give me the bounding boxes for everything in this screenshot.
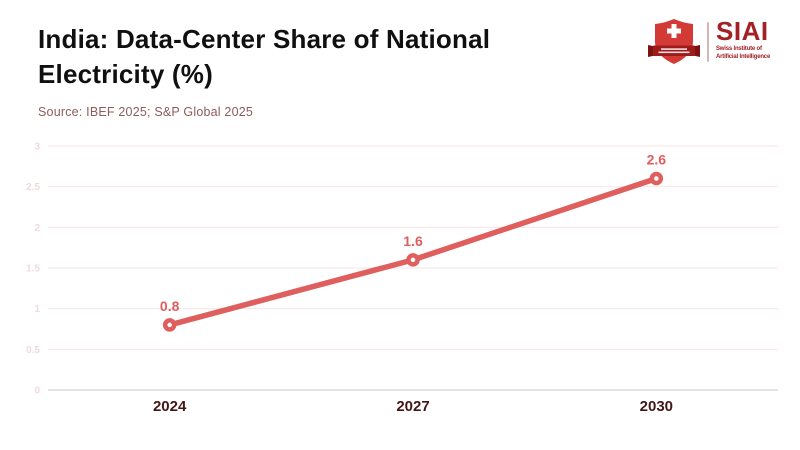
y-tick-label: 2 [34,223,40,234]
logo-subtitle-line2: Artificial Intelligence [716,53,771,60]
y-tick-label: 3 [34,142,40,153]
data-point [162,318,177,332]
line-chart: 0 0.5 1 1.5 2 2.5 3 0.8 2024 1.6 2027 2.6 2030 [26,142,778,415]
logo-wordmark: SIAI [716,16,769,46]
siai-shield-icon [648,19,700,64]
data-label: 1.6 [403,233,423,249]
data-line [166,175,660,328]
y-tick-label: 1.5 [26,264,40,275]
data-label: 0.8 [160,298,180,314]
siai-logo: SIAI Swiss Institute of Artificial Intel… [645,14,770,68]
y-tick-label: 0 [34,386,40,397]
chart-title-line1: India: Data-Center Share of National [38,24,491,54]
source-note: Source: IBEF 2025; S&P Global 2025 [38,105,254,119]
data-point [649,171,664,186]
y-tick-label: 2.5 [26,182,40,193]
chart-title: India: Data-Center Share of National Ele… [38,22,628,92]
x-tick-label: 2024 [153,398,187,415]
y-tick-label: 1 [34,304,40,315]
logo-subtitle-line1: Swiss Institute of [716,46,762,52]
y-tick-label: 0.5 [26,345,40,356]
chart-title-line2: Electricity (%) [38,59,213,89]
x-tick-label: 2030 [640,398,673,415]
logo-divider [707,22,709,62]
data-point [406,253,420,267]
logo-text: SIAI Swiss Institute of Artificial Intel… [716,14,770,61]
x-tick-label: 2027 [396,398,429,415]
data-label: 2.6 [647,152,667,168]
